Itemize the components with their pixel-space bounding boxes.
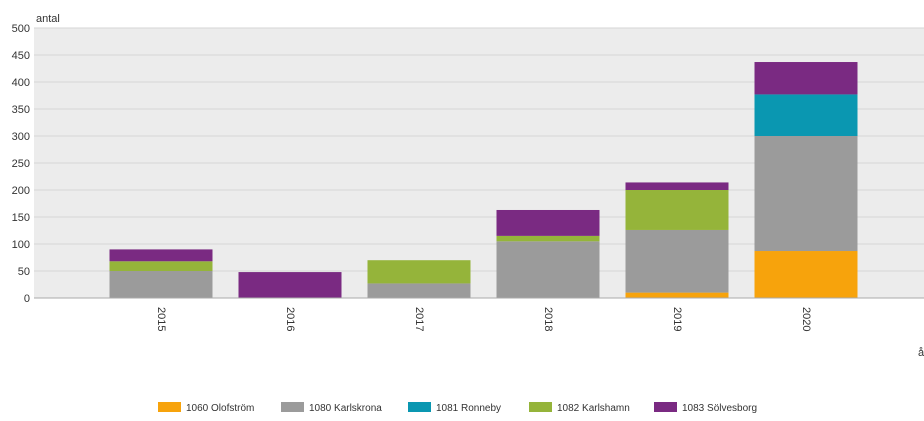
bars xyxy=(109,62,858,298)
y-tick-label: 450 xyxy=(12,50,30,62)
legend-label: 1083 Sölvesborg xyxy=(682,403,757,414)
bar-segment xyxy=(367,260,471,284)
bar-segment xyxy=(238,272,342,298)
bar-segment xyxy=(625,292,729,298)
x-tick-label: 2016 xyxy=(284,307,296,331)
bar-segment xyxy=(754,62,858,95)
bar-segment xyxy=(754,94,858,136)
legend-swatch xyxy=(654,402,677,412)
x-axis-title: år xyxy=(918,347,924,359)
y-tick-label: 50 xyxy=(18,266,30,278)
x-axis-ticks: 2015 2016 2017 2018 2019 2020 xyxy=(155,307,812,331)
bar-segment xyxy=(109,271,213,298)
y-tick-label: 0 xyxy=(24,293,30,305)
bar-segment xyxy=(496,241,600,298)
bar-segment xyxy=(496,209,600,236)
bar-segment xyxy=(625,182,729,190)
y-axis-ticks: 0 50 100 150 200 250 300 350 400 450 500 xyxy=(12,23,30,305)
y-tick-label: 150 xyxy=(12,212,30,224)
legend-swatch xyxy=(158,402,181,412)
legend-swatch xyxy=(529,402,552,412)
bar-segment xyxy=(625,229,729,293)
legend-swatch xyxy=(281,402,304,412)
y-tick-label: 500 xyxy=(12,23,30,35)
y-tick-label: 350 xyxy=(12,104,30,116)
y-tick-label: 250 xyxy=(12,158,30,170)
bar-segment xyxy=(496,235,600,242)
legend-label: 1060 Olofström xyxy=(186,403,254,414)
legend-label: 1080 Karlskrona xyxy=(309,403,382,414)
legend: 1060 Olofström 1080 Karlskrona 1081 Ronneb… xyxy=(158,402,757,414)
bar-segment xyxy=(625,190,729,230)
x-tick-label: 2019 xyxy=(671,307,683,331)
y-tick-label: 300 xyxy=(12,131,30,143)
legend-label: 1081 Ronneby xyxy=(436,403,501,414)
bar-segment xyxy=(754,251,858,298)
bar-segment xyxy=(754,136,858,252)
x-tick-label: 2018 xyxy=(542,307,554,331)
x-tick-label: 2020 xyxy=(800,307,812,331)
bar-segment xyxy=(367,283,471,298)
y-axis-title: antal xyxy=(36,13,60,25)
bar-segment xyxy=(109,261,213,271)
bar-segment xyxy=(109,249,213,262)
y-tick-label: 200 xyxy=(12,185,30,197)
y-tick-label: 100 xyxy=(12,239,30,251)
legend-label: 1082 Karlshamn xyxy=(557,403,630,414)
x-tick-label: 2015 xyxy=(155,307,167,331)
legend-swatch xyxy=(408,402,431,412)
x-tick-label: 2017 xyxy=(413,307,425,331)
y-tick-label: 400 xyxy=(12,77,30,89)
